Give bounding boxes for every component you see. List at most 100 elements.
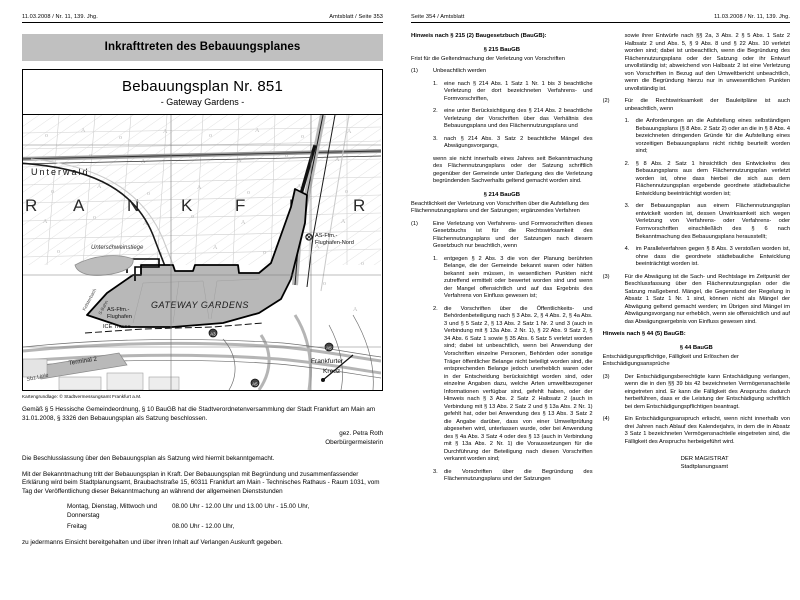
svg-text:o: o <box>209 133 212 139</box>
svg-text:o: o <box>147 191 150 197</box>
svg-text:A: A <box>109 244 114 250</box>
office-hours-days-2: Freitag <box>67 522 87 530</box>
list-item-number: 2. <box>624 160 630 167</box>
office-hours-row-1: Montag, Dienstag, Mittwoch und Donnersta… <box>22 503 383 521</box>
list-item-text: § 8 Abs. 2 Satz 1 hinsichtlich des Entwi… <box>635 160 790 197</box>
site-map: o Ao Ao A o A Ao A o Ao A o Ao Ao A o Ao A o Ao A… <box>23 114 382 391</box>
notice-215-heading: Hinweis nach § 215 (2) Baugesetzbuch (Ba… <box>411 33 547 40</box>
svg-text:AS-Ffm.-: AS-Ffm.- <box>107 307 130 313</box>
list-item-text: entgegen § 2 Abs. 3 die von der Planung … <box>444 255 593 300</box>
svg-text:Frankfurter: Frankfurter <box>311 358 344 365</box>
list-item: 4. im Parallelverfahren gegen § 8 Abs. 3… <box>603 246 790 269</box>
continuation-text-top: sowie ihrer Entwürfe nach §§ 2a, 3 Abs. … <box>624 33 790 92</box>
paragraph-214-1: (1) Eine Verletzung von Verfahrens- und … <box>411 221 593 251</box>
plan-box: Bebauungsplan Nr. 851 - Gateway Gardens … <box>22 69 383 392</box>
list-item-text: eine nach § 214 Abs. 1 Satz 1 Nr. 1 bis … <box>444 80 593 102</box>
list-item: 1. entgegen § 2 Abs. 3 die von der Planu… <box>411 256 593 301</box>
resolution-paragraph: Gemäß § 5 Hessische Gemeindeordnung, § 1… <box>22 406 376 422</box>
svg-text:o: o <box>45 133 48 139</box>
paragraph-text: Unbeachtlich werden <box>433 68 487 75</box>
svg-text:A: A <box>97 184 102 190</box>
office-hours-times-2: 08.00 Uhr - 12.00 Uhr, <box>172 522 235 530</box>
svg-text:o: o <box>191 214 194 220</box>
list-item-number: 3. <box>433 468 438 475</box>
svg-text:A: A <box>141 159 146 165</box>
page-number-left: Amtsblatt / Seite 353 <box>329 14 383 20</box>
svg-text:GATEWAY GARDENS: GATEWAY GARDENS <box>151 300 249 310</box>
column-1: Hinweis nach § 215 (2) Baugesetzbuch (Ba… <box>411 33 593 489</box>
paragraph-215-1: (1) Unbeachtlich werden <box>411 68 593 76</box>
list-item-text: im Parallelverfahren gegen § 8 Abs. 3 ve… <box>635 246 790 268</box>
svg-text:ICE Trasse: ICE Trasse <box>103 324 131 330</box>
running-head-left: 11.03.2008 / Nr. 11, 139. Jhg. Amtsblatt… <box>22 14 383 24</box>
authority-signoff: DER MAGISTRAT Stadtplanungsamt <box>603 456 790 472</box>
svg-text:R: R <box>25 196 37 215</box>
paragraph-number: (3) <box>602 273 610 280</box>
svg-text:o: o <box>93 215 96 221</box>
svg-text:A: A <box>73 196 85 215</box>
list-item: 2. die Vorschriften über die Öffentlichk… <box>411 306 593 464</box>
page-353: 11.03.2008 / Nr. 11, 139. Jhg. Amtsblatt… <box>0 0 397 600</box>
svg-text:A: A <box>353 307 358 313</box>
office-hours-times-1: 08.00 Uhr - 12.00 Uhr und 13.00 Uhr - 15… <box>172 503 310 511</box>
list-item-number: 1. <box>433 80 438 87</box>
list-item: 1. die Anforderungen an die Aufstellung … <box>603 118 790 156</box>
list-item-number: 1. <box>433 255 438 262</box>
list-item-text: die Vorschriften über die Begründung des… <box>444 468 593 483</box>
svg-text:o: o <box>361 261 364 267</box>
svg-text:A: A <box>213 245 218 251</box>
paragraph-number: (1) <box>411 68 418 75</box>
page-title: Inkrafttreten des Bebauungsplanes <box>22 34 383 62</box>
signature-role: Oberbürgermeisterin <box>325 438 383 446</box>
continuation-text: wenn sie nicht innerhalb eines Jahres se… <box>433 155 593 185</box>
left-body-2: Die Beschlusslassung über den Bebauungsp… <box>22 455 383 496</box>
list-item-text: der Bebauungsplan aus einem Flächennutzu… <box>635 203 790 240</box>
svg-text:F: F <box>235 196 245 215</box>
svg-text:A: A <box>255 128 260 134</box>
list-item-number: 1. <box>624 118 630 125</box>
svg-text:A: A <box>43 219 48 225</box>
plan-title: Bebauungsplan Nr. 851 <box>122 78 283 96</box>
two-column-body: Hinweis nach § 215 (2) Baugesetzbuch (Ba… <box>411 33 790 489</box>
svg-text:o: o <box>51 189 54 195</box>
svg-text:Sbz.Linie: Sbz.Linie <box>26 373 49 383</box>
svg-text:Flughafen-Nord: Flughafen-Nord <box>315 240 354 246</box>
svg-text:o: o <box>247 190 250 196</box>
paragraph-number: (4) <box>602 416 610 423</box>
map-caption: Kartengrundlage: © Stadtvermessungsamt F… <box>22 394 142 400</box>
svg-text:A: A <box>143 221 148 227</box>
svg-text:A: A <box>297 184 302 190</box>
paragraph-44-4: (4) Ein Entschädigungsanspruch erlischt,… <box>603 416 790 446</box>
svg-text:o: o <box>285 153 288 159</box>
list-item-text: nach § 214 Abs. 3 Satz 2 beachtliche Män… <box>444 135 593 150</box>
list-item-text: eine unter Berücksichtigung des § 214 Ab… <box>444 108 593 130</box>
list-item: 3. nach § 214 Abs. 3 Satz 2 beachtliche … <box>411 136 593 151</box>
svg-text:Unterwald: Unterwald <box>31 167 90 177</box>
section-214-subtitle: Beachtlichkeit der Verletzung von Vorsch… <box>411 200 589 215</box>
closing-paragraph: zu jedermanns Einsicht bereitgehalten un… <box>22 538 283 546</box>
svg-text:A: A <box>341 219 346 225</box>
signature-name: gez. Petra Roth <box>339 430 383 438</box>
svg-text:K: K <box>181 196 193 215</box>
svg-text:A: A <box>237 158 242 164</box>
office-hours-days-1: Montag, Dienstag, Mittwoch und Donnersta… <box>67 503 157 519</box>
list-item: 3. der Bebauungsplan aus einem Flächennu… <box>603 203 790 241</box>
list-item: 2. § 8 Abs. 2 Satz 1 hinsichtlich des En… <box>603 161 790 199</box>
left-body: Gemäß § 5 Hessische Gemeindeordnung, § 1… <box>22 406 383 423</box>
paragraph-text: Ein Entschädigungsanspruch erlischt, wen… <box>624 416 790 445</box>
svg-text:R: R <box>353 196 365 215</box>
svg-text:A: A <box>81 128 86 134</box>
svg-text:o: o <box>301 134 304 140</box>
section-44-heading: § 44 BauGB <box>679 344 713 351</box>
svg-text:A: A <box>197 185 202 191</box>
inspection-paragraph: Mit der Bekanntmachung tritt der Bebauun… <box>22 470 380 495</box>
svg-text:o: o <box>57 249 60 255</box>
svg-text:o: o <box>323 281 326 287</box>
notice-44-heading: Hinweis nach § 44 (5) BauGB: <box>602 331 686 338</box>
column-2: sowie ihrer Entwürfe nach §§ 2a, 3 Abs. … <box>603 33 790 489</box>
page-354: Seite 354 / Amtsblatt 11.03.2008 / Nr. 1… <box>397 0 800 600</box>
svg-text:o: o <box>263 250 266 256</box>
svg-text:Kreuz: Kreuz <box>323 368 340 375</box>
list-item-number: 4. <box>624 246 630 253</box>
svg-text:A5: A5 <box>252 382 258 387</box>
